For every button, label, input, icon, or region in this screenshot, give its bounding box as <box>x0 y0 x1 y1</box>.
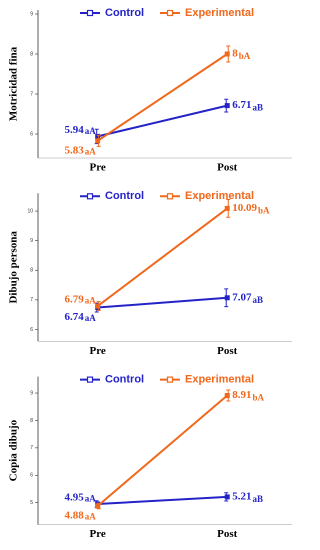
series-line <box>97 394 228 507</box>
value-label: 6.74 <box>64 311 84 323</box>
y-tick-label: 5 <box>30 500 33 506</box>
value-label: 8 <box>232 48 238 60</box>
y-tick-label: 9 <box>30 238 33 244</box>
figure: 6 7 8 9 Motricidad fina Pre Post Control Experim… <box>8 7 292 540</box>
x-tick-label: Post <box>217 345 238 357</box>
significance-letter: aA <box>85 512 97 522</box>
value-label: 8.91 <box>232 389 251 401</box>
value-label: 10.09 <box>232 202 257 214</box>
significance-letter: aA <box>85 313 97 323</box>
value-label: 4.88 <box>64 509 84 521</box>
significance-letter: aA <box>85 494 97 504</box>
y-tick-label: 6 <box>30 327 33 333</box>
legend-label: Control <box>105 190 144 202</box>
legend-marker <box>166 193 174 200</box>
y-tick-label: 8 <box>30 418 33 424</box>
y-tick-label: 8 <box>30 268 33 274</box>
point <box>224 205 230 211</box>
significance-letter: aA <box>85 146 97 156</box>
significance-letter: bA <box>258 205 270 215</box>
x-tick-label: Pre <box>90 528 106 540</box>
legend-label: Experimental <box>185 7 254 19</box>
y-tick-label: 9 <box>30 390 33 396</box>
point <box>224 393 230 399</box>
legend-label: Control <box>105 374 144 386</box>
value-label: 4.95 <box>64 492 84 504</box>
significance-letter: bA <box>252 393 264 403</box>
value-label: 6.79 <box>64 294 84 306</box>
x-tick-label: Post <box>217 162 238 174</box>
y-tick-label: 9 <box>30 11 33 17</box>
x-tick-label: Pre <box>90 162 106 174</box>
legend-label: Experimental <box>185 374 254 386</box>
series-line <box>97 104 228 138</box>
point <box>95 133 101 139</box>
significance-letter: aA <box>85 126 97 136</box>
series-line <box>97 495 228 506</box>
series-line <box>97 53 228 142</box>
value-label: 7.07 <box>232 291 252 303</box>
y-tick-label: 7 <box>30 297 33 303</box>
point <box>224 295 230 301</box>
y-tick-label: 7 <box>30 91 33 97</box>
y-axis-label: Motricidad fina <box>8 46 20 121</box>
legend-label: Control <box>105 7 144 19</box>
point <box>95 303 101 309</box>
series-line <box>97 296 228 309</box>
y-axis-label: Copia dibujo <box>8 419 20 481</box>
legend-marker <box>86 376 94 383</box>
x-tick-label: Post <box>217 528 238 540</box>
y-tick-label: 6 <box>30 473 33 479</box>
y-tick-label: 10 <box>27 208 33 214</box>
legend-marker <box>166 9 174 17</box>
significance-letter: aB <box>252 494 263 504</box>
value-label: 6.71 <box>232 99 251 111</box>
legend-label: Experimental <box>185 190 254 202</box>
legend-marker <box>86 9 94 17</box>
legend-marker <box>86 193 94 200</box>
y-axis-label: Dibujo persona <box>8 231 20 304</box>
significance-letter: aB <box>252 295 263 305</box>
value-label: 5.21 <box>232 490 251 502</box>
value-label: 5.83 <box>64 144 84 156</box>
value-label: 5.94 <box>64 124 84 136</box>
significance-letter: bA <box>239 51 251 61</box>
y-tick-label: 6 <box>30 131 33 137</box>
significance-letter: aA <box>85 296 97 306</box>
point <box>224 51 230 57</box>
point <box>224 494 230 500</box>
legend-marker <box>166 376 174 383</box>
y-tick-label: 7 <box>30 445 33 451</box>
point <box>95 138 101 144</box>
series-line <box>97 207 228 307</box>
y-tick-label: 8 <box>30 51 33 57</box>
point <box>224 103 230 109</box>
significance-letter: aB <box>252 103 263 113</box>
x-tick-label: Pre <box>90 345 106 357</box>
point <box>95 503 101 509</box>
